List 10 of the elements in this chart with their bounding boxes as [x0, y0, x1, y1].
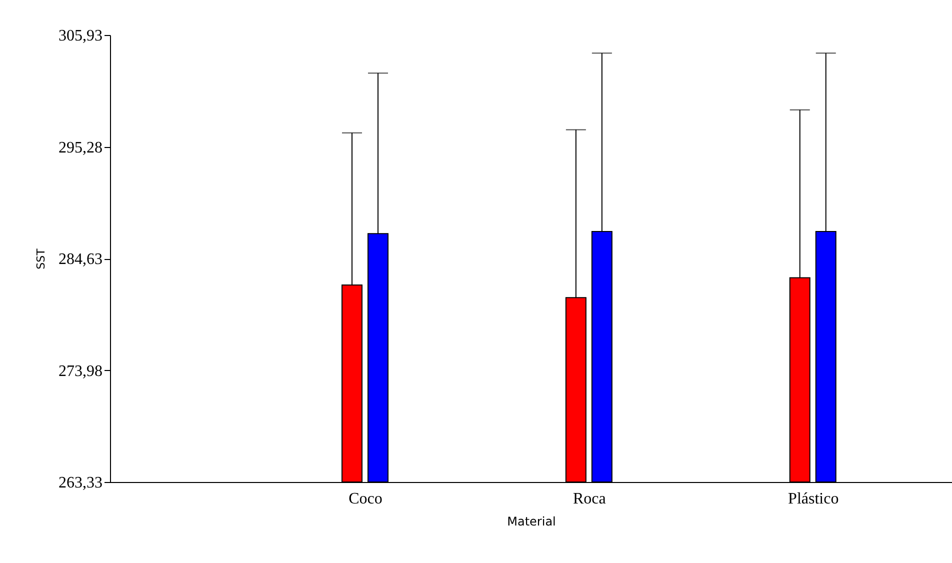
x-axis-title: Material — [507, 514, 556, 528]
x-tick-label: Plástico — [788, 490, 839, 508]
y-tick-label: 295,28 — [58, 139, 102, 156]
y-tick-label: 263,33 — [58, 474, 102, 492]
y-tick-label: 284,63 — [58, 251, 102, 268]
y-tick-label: 305,93 — [58, 28, 102, 44]
y-axis-title: SST — [34, 248, 48, 270]
x-tick-label: Coco — [348, 490, 382, 508]
y-tick-label: 273,98 — [58, 362, 102, 380]
x-tick-label: Roca — [573, 490, 606, 508]
